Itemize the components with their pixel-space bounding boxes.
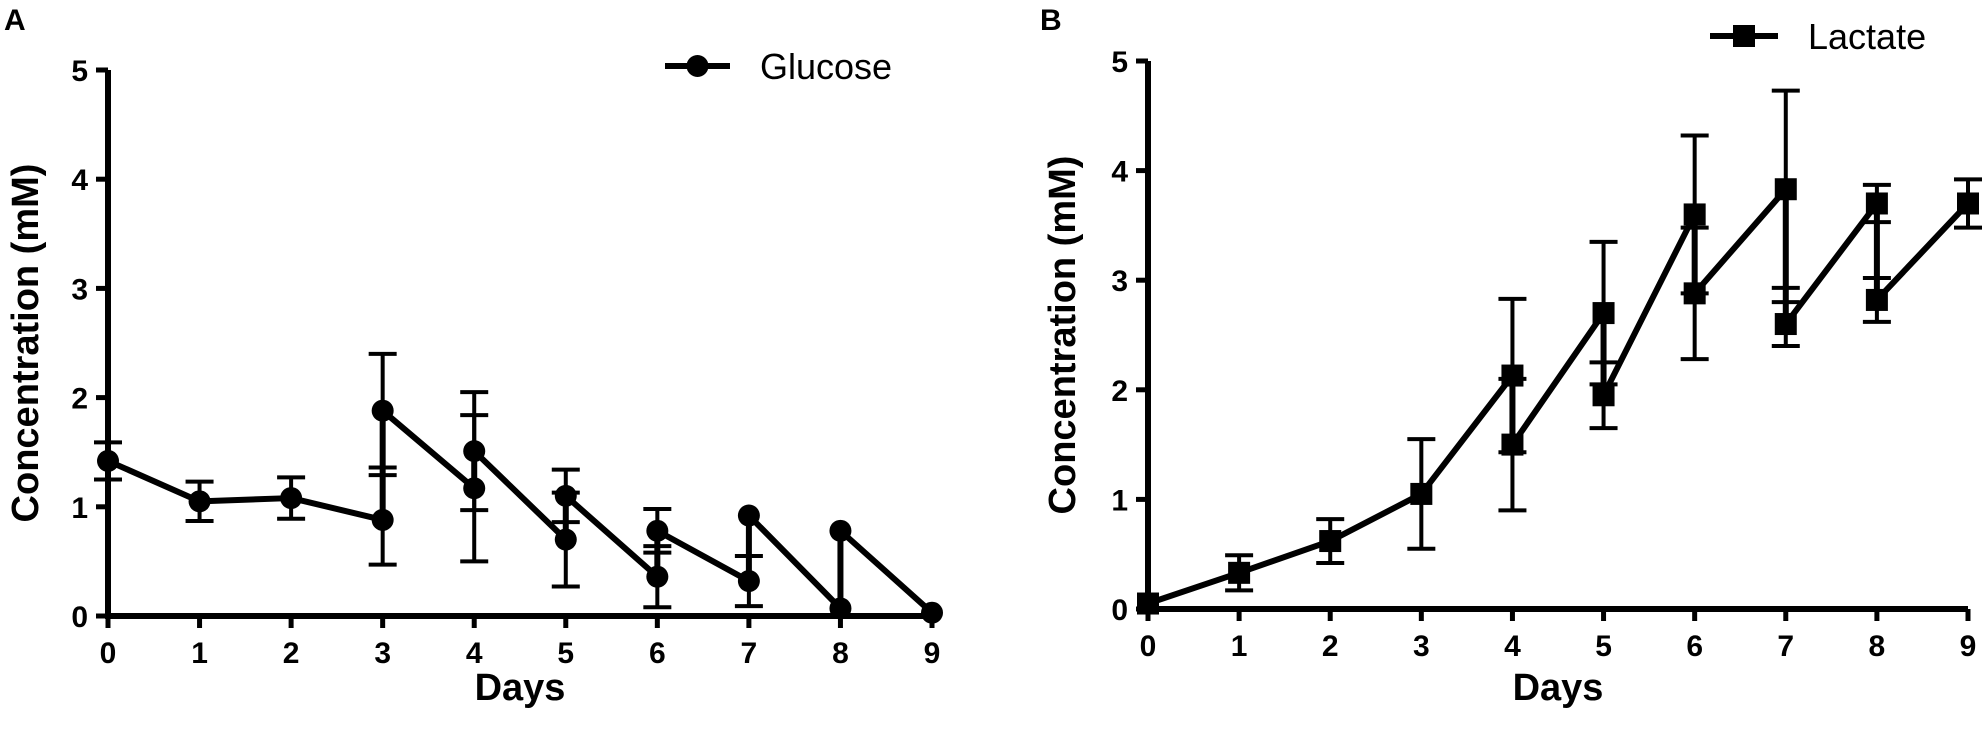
data-point-circle xyxy=(371,508,394,531)
data-point-circle xyxy=(829,597,852,620)
x-tick-label: 7 xyxy=(741,637,758,670)
x-tick-label: 6 xyxy=(1686,630,1703,663)
x-tick-label: 5 xyxy=(557,637,574,670)
panel-letter-a: A xyxy=(4,4,26,37)
x-tick-label: 5 xyxy=(1595,630,1612,663)
data-point-circle xyxy=(554,528,577,551)
y-tick-label: 3 xyxy=(71,273,88,306)
data-point-square xyxy=(1774,313,1797,336)
x-tick-label: 1 xyxy=(191,637,208,670)
legend-label: Lactate xyxy=(1808,16,1926,57)
y-axis-title: Concentration (mM) xyxy=(1042,156,1084,515)
x-tick-label: 3 xyxy=(374,637,391,670)
data-point-square xyxy=(1683,282,1706,305)
y-tick-label: 4 xyxy=(71,164,88,197)
data-point-circle xyxy=(188,490,211,513)
series-line xyxy=(106,407,935,615)
data-point-square xyxy=(1865,288,1888,311)
legend-marker-square xyxy=(1733,25,1755,47)
data-point-circle xyxy=(646,565,669,588)
data-point-square xyxy=(1865,192,1888,215)
data-point-square xyxy=(1592,302,1615,325)
data-point-circle xyxy=(554,484,577,507)
y-tick-label: 1 xyxy=(71,492,88,525)
data-point-circle xyxy=(371,399,394,422)
data-point-circle xyxy=(737,570,760,593)
legend: Lactate xyxy=(1710,16,1926,57)
data-point-circle xyxy=(737,504,760,527)
x-axis-title: Days xyxy=(475,667,566,709)
y-tick-label: 3 xyxy=(1111,265,1128,298)
data-point-circle xyxy=(280,487,303,510)
panel-a-glucose-chart: A 0 1 2 3 4 5 0 1 2 3 4 5 6 7 8 9 Days Concentration (mM)… xyxy=(4,4,943,709)
y-tick-label: 0 xyxy=(71,601,88,634)
data-point-square xyxy=(1774,178,1797,201)
x-tick-label: 7 xyxy=(1777,630,1794,663)
x-tick-label: 2 xyxy=(1322,630,1339,663)
data-point-circle xyxy=(921,601,943,624)
x-tick-label: 0 xyxy=(1140,630,1157,663)
data-point-circle xyxy=(829,519,852,542)
x-tick-label: 8 xyxy=(832,637,849,670)
data-point-square xyxy=(1410,482,1433,505)
data-point-square xyxy=(1501,433,1524,456)
data-point-circle xyxy=(646,519,669,542)
data-point-circle xyxy=(463,477,486,500)
y-tick-label: 5 xyxy=(1111,46,1128,79)
y-tick-label: 5 xyxy=(71,55,88,88)
y-tick-label: 0 xyxy=(1111,594,1128,627)
y-tick-label: 2 xyxy=(1111,375,1128,408)
legend: Glucose xyxy=(665,46,892,87)
data-point-square xyxy=(1319,530,1342,553)
data-point-circle xyxy=(97,449,119,472)
x-tick-label: 4 xyxy=(1504,630,1521,663)
x-tick-label: 2 xyxy=(283,637,300,670)
series-line xyxy=(1147,186,1971,607)
y-axis-title: Concentration (mM) xyxy=(5,164,47,523)
x-tick-label: 1 xyxy=(1231,630,1248,663)
y-tick-label: 4 xyxy=(1111,156,1128,189)
x-tick-label: 3 xyxy=(1413,630,1430,663)
data-point-circle xyxy=(463,440,486,463)
data-point-square xyxy=(1683,203,1706,226)
data-point-square xyxy=(1957,192,1979,215)
data-point-square xyxy=(1592,384,1615,407)
x-tick-label: 8 xyxy=(1869,630,1886,663)
data-point-square xyxy=(1501,364,1524,387)
x-tick-label: 9 xyxy=(924,637,941,670)
x-tick-label: 6 xyxy=(649,637,666,670)
legend-label: Glucose xyxy=(760,46,892,87)
x-tick-label: 9 xyxy=(1960,630,1977,663)
x-tick-label: 0 xyxy=(100,637,117,670)
x-tick-label: 4 xyxy=(466,637,483,670)
panel-b-lactate-chart: B 0 1 2 3 4 5 0 1 2 3 4 5 6 7 8 9 Days Concentration (mM)… xyxy=(1040,4,1982,709)
data-point-square xyxy=(1137,592,1159,615)
legend-marker-circle xyxy=(686,55,709,77)
panel-letter-b: B xyxy=(1040,4,1062,37)
data-point-square xyxy=(1228,561,1251,584)
y-tick-label: 1 xyxy=(1111,484,1128,517)
y-tick-label: 2 xyxy=(71,383,88,416)
x-axis-title: Days xyxy=(1513,667,1604,709)
